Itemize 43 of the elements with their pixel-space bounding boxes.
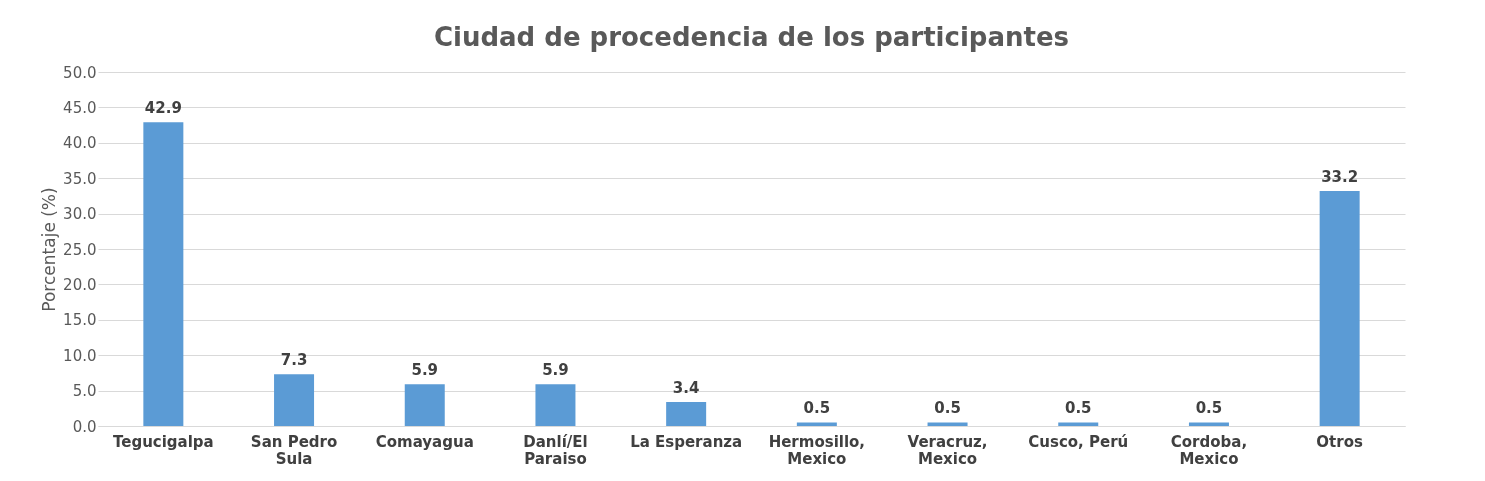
y-axis-title: Porcentaje (%): [39, 187, 60, 312]
x-tick-label: Otros: [1316, 432, 1363, 451]
data-label: 0.5: [1195, 399, 1223, 418]
bar: [796, 422, 837, 426]
data-label: 0.5: [803, 399, 831, 418]
data-label: 5.9: [542, 361, 569, 380]
y-tick-label: 0.0: [72, 417, 97, 436]
bar: [535, 384, 576, 426]
y-tick-label: 35.0: [63, 169, 97, 188]
y-tick-label: 5.0: [72, 382, 97, 401]
y-tick-label: 50.0: [63, 63, 97, 82]
x-tick-label: Tegucigalpa: [112, 432, 214, 451]
chart-title: Ciudad de procedencia de los participantes: [433, 22, 1070, 52]
x-tick-label: Cordoba, Mexico: [1170, 432, 1248, 468]
data-label: 0.5: [934, 399, 961, 418]
y-tick-label: 20.0: [63, 275, 97, 294]
x-tick-label: Danlí/El Paraiso: [523, 432, 588, 468]
y-tick-label: 30.0: [63, 205, 97, 224]
bar: [666, 401, 707, 426]
x-tick-label: La Esperanza: [630, 432, 743, 451]
y-tick-label: 40.0: [63, 134, 97, 153]
y-tick-label: 15.0: [63, 311, 97, 330]
data-label: 5.9: [411, 361, 439, 380]
data-label: 3.4: [672, 378, 700, 397]
bar: [274, 374, 315, 426]
data-label: 7.3: [280, 351, 308, 370]
bar: [927, 422, 968, 426]
y-tick-label: 10.0: [63, 346, 97, 365]
data-label: 33.2: [1321, 167, 1359, 186]
data-label: 0.5: [1064, 399, 1092, 418]
x-tick-label: Veracruz, Mexico: [907, 432, 988, 468]
x-tick-label: San Pedro Sula: [250, 432, 338, 468]
data-label: 42.9: [144, 99, 182, 118]
x-tick-label: Comayagua: [375, 432, 474, 451]
x-tick-label: Hermosillo, Mexico: [768, 432, 866, 468]
x-tick-label: Cusco, Perú: [1028, 432, 1129, 451]
bar: [1319, 190, 1360, 426]
bar: [404, 384, 445, 426]
y-tick-label: 25.0: [63, 240, 97, 259]
bar: [143, 122, 184, 426]
bar: [1058, 422, 1099, 426]
y-tick-label: 45.0: [63, 98, 97, 117]
bar: [1188, 422, 1229, 426]
